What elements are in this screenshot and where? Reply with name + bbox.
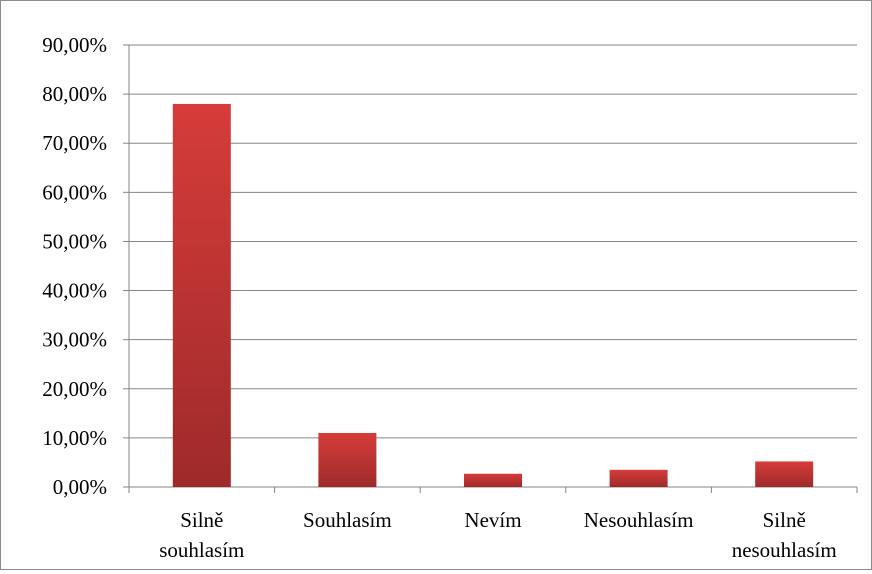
y-tick-label: 20,00% bbox=[42, 377, 107, 401]
y-tick-label: 60,00% bbox=[42, 180, 107, 204]
x-tick-label: Silně bbox=[180, 508, 223, 532]
x-tick-label: Silně bbox=[763, 508, 806, 532]
y-tick-label: 40,00% bbox=[42, 279, 107, 303]
x-tick-label: nesouhlasím bbox=[732, 538, 837, 562]
bar bbox=[318, 432, 377, 487]
y-tick-label: 90,00% bbox=[42, 33, 107, 57]
x-tick-label: souhlasím bbox=[159, 538, 244, 562]
x-tick-label: Nevím bbox=[464, 508, 521, 532]
x-tick-labels: Silně souhlasím Souhlasím Nevím Nesouhlasím S… bbox=[159, 508, 836, 562]
gridlines bbox=[129, 44, 857, 439]
bar bbox=[172, 103, 231, 487]
y-tick-labels: 0,00% 10,00% 20,00% 30,00% 40,00% 50,00% 60,00… bbox=[42, 33, 107, 499]
y-tick-label: 10,00% bbox=[42, 426, 107, 450]
bar bbox=[464, 473, 522, 487]
y-tick-label: 80,00% bbox=[42, 82, 107, 106]
y-tick-label: 70,00% bbox=[42, 131, 107, 155]
bar bbox=[755, 461, 814, 487]
x-tick-label: Souhlasím bbox=[303, 508, 392, 532]
axes bbox=[123, 44, 858, 493]
y-tick-label: 50,00% bbox=[42, 229, 107, 253]
bar bbox=[609, 469, 668, 487]
x-tick-label: Nesouhlasím bbox=[584, 508, 694, 532]
y-tick-label: 30,00% bbox=[42, 328, 107, 352]
bars bbox=[172, 103, 814, 487]
y-tick-label: 0,00% bbox=[53, 475, 107, 499]
